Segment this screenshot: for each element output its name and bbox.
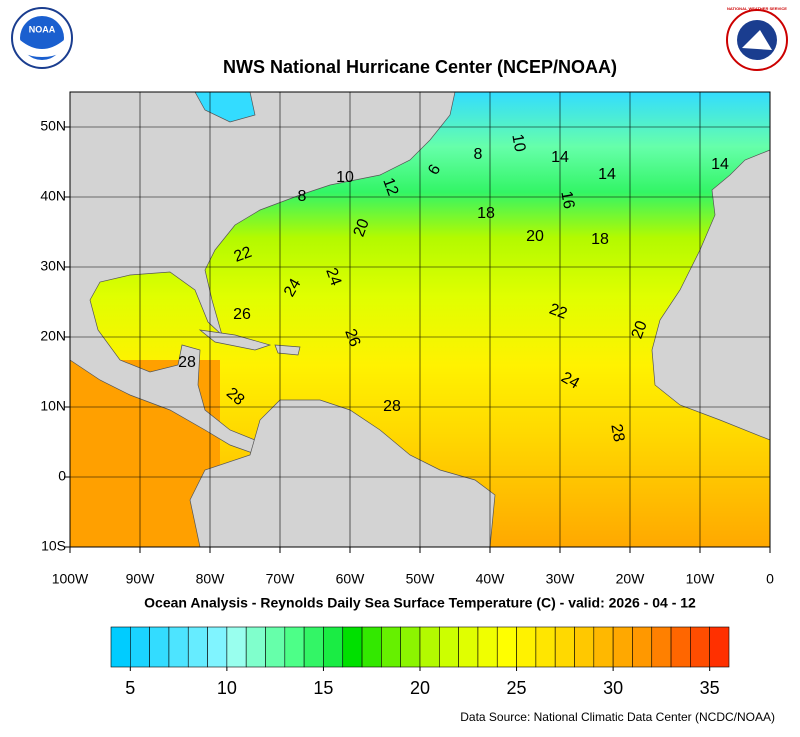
colorbar-box: [535, 626, 556, 668]
contour-label: 28: [607, 423, 627, 444]
contour-label: 8: [298, 188, 307, 205]
colorbar-box: [130, 626, 150, 668]
x-tick-label: 70W: [266, 571, 296, 587]
contour-label: 18: [477, 205, 495, 222]
x-tick-label: 50W: [406, 571, 436, 587]
colorbar-label: 35: [700, 678, 720, 698]
contour-label: 10: [336, 169, 354, 186]
subtitle: Ocean Analysis - Reynolds Daily Sea Surf…: [144, 595, 696, 611]
colorbar-box: [149, 626, 170, 668]
colorbar-box: [245, 626, 266, 668]
colorbar-box: [361, 626, 382, 668]
contour-label: 24: [558, 369, 582, 393]
colorbar-box: [477, 626, 498, 668]
logo-text: NATIONAL WEATHER SERVICE: [727, 6, 787, 11]
contour-label: 8: [474, 146, 483, 163]
contour-label: 22: [232, 244, 255, 266]
colorbar-box: [439, 626, 459, 668]
colorbar-box: [226, 626, 247, 668]
y-tick-label: 0: [58, 468, 66, 484]
europe-africa: [651, 149, 771, 441]
contour-label: 12: [379, 176, 401, 199]
y-tick-label: 50N: [40, 118, 66, 134]
colorbar-box: [419, 626, 440, 668]
contour-label: 24: [322, 266, 344, 289]
contour-label: 14: [551, 149, 569, 166]
colorbar-box: [458, 626, 479, 668]
contour-label: 28: [178, 354, 196, 371]
y-tick-label: 40N: [40, 188, 66, 204]
contour-label: 18: [591, 231, 609, 248]
x-tick-label: 20W: [616, 571, 646, 587]
x-tick-label: 60W: [336, 571, 366, 587]
chart-title: NWS National Hurricane Center (NCEP/NOAA…: [223, 57, 617, 77]
contour-label: 20: [526, 228, 544, 245]
colorbar-box: [168, 626, 189, 668]
x-tick-label: 10W: [686, 571, 716, 587]
colorbar-box: [651, 626, 672, 668]
colorbar-box: [709, 626, 730, 668]
colorbar-box: [516, 626, 537, 668]
contour-label: 20: [629, 319, 651, 342]
x-tick-label: 80W: [196, 571, 226, 587]
colorbar-label: 10: [217, 678, 237, 698]
y-tick-label: 10N: [40, 398, 66, 414]
contour-label: 24: [281, 276, 305, 300]
data-source: Data Source: National Climatic Data Cent…: [460, 710, 775, 724]
colorbar-box: [690, 626, 710, 668]
contour-label: 26: [233, 306, 251, 323]
nws-logo: NATIONAL WEATHER SERVICE: [726, 6, 788, 71]
contour-label: 22: [547, 301, 570, 323]
colorbar-label: 25: [507, 678, 527, 698]
noaa-logo: NOAA: [11, 7, 73, 69]
colorbar-box: [400, 626, 421, 668]
colorbar-label: 5: [125, 678, 135, 698]
x-tick-label: 0: [766, 571, 774, 587]
colorbar-box: [496, 626, 517, 668]
x-tick-label: 90W: [126, 571, 156, 587]
y-tick-label: 30N: [40, 258, 66, 274]
colorbar-box: [187, 626, 208, 668]
colorbar-box: [632, 626, 653, 668]
colorbar-box: [265, 626, 286, 668]
hispaniola: [274, 344, 301, 356]
y-tick-label: 10S: [41, 538, 66, 554]
contour-label: 26: [341, 327, 363, 350]
x-tick-label: 100W: [52, 571, 89, 587]
contour-label: 16: [557, 190, 577, 211]
cuba: [198, 329, 272, 351]
colorbar-label: 15: [313, 678, 333, 698]
colorbar-box: [110, 626, 131, 668]
colorbar-box: [593, 626, 614, 668]
colorbar-box: [207, 626, 228, 668]
colorbar-box: [612, 626, 633, 668]
contour-label: 14: [598, 166, 616, 183]
colorbar-box: [554, 626, 575, 668]
y-tick-label: 20N: [40, 328, 66, 344]
colorbar-label: 20: [410, 678, 430, 698]
north-america: [69, 91, 456, 456]
colorbar-box: [303, 626, 324, 668]
contour-label: 10: [508, 133, 528, 154]
contour-label: 28: [383, 398, 401, 415]
logo-text: NOAA: [29, 24, 56, 34]
contour-label: 20: [351, 217, 373, 240]
south-america: [189, 399, 496, 548]
x-tick-label: 40W: [476, 571, 506, 587]
x-tick-label: 30W: [546, 571, 576, 587]
contour-label: 14: [711, 156, 729, 173]
colorbar-box: [342, 626, 363, 668]
colorbar-box: [284, 626, 305, 668]
colorbar-box: [323, 626, 344, 668]
colorbar-box: [670, 626, 691, 668]
colorbar-label: 30: [603, 678, 623, 698]
colorbar-box: [574, 626, 595, 668]
colorbar-box: [381, 626, 401, 668]
